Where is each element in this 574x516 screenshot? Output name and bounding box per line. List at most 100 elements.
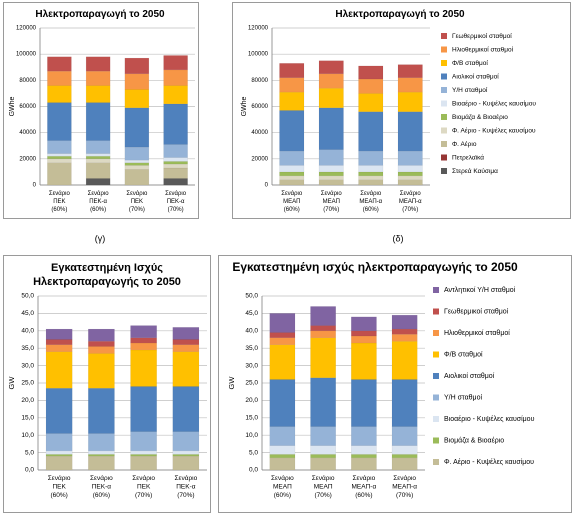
x-tick-label: Σενάριο ΜΕΑΠ-α (60%)	[352, 474, 377, 499]
bar-segment	[310, 325, 337, 332]
bar-segment	[85, 162, 111, 179]
bar-segment	[358, 78, 384, 94]
y-tick-label: 25,0	[245, 380, 258, 387]
bar-segment	[318, 165, 344, 173]
bar-segment	[358, 93, 384, 112]
bar-segment	[391, 445, 418, 455]
legend-swatch	[441, 33, 447, 39]
y-tick-label: 45,0	[21, 310, 34, 317]
bar-segment	[45, 339, 73, 345]
bar-segment	[279, 165, 305, 173]
bar-segment	[310, 306, 337, 326]
y-tick-label: 0	[33, 183, 37, 189]
x-tick-label: Σενάριο ΠΕΚ (70%)	[132, 474, 155, 499]
x-tick-label: Σενάριο ΠΕΚ-α (60%)	[90, 474, 113, 499]
bar-segment	[130, 349, 157, 387]
bar-segment	[88, 454, 115, 457]
bar-segment	[163, 69, 188, 86]
legend-label: Γεωθερμικοί σταθμοί	[444, 307, 509, 315]
bar-segment	[350, 316, 377, 332]
bar-segment	[47, 140, 72, 154]
legend-label: Στερεά Καύσιμα	[452, 167, 498, 175]
legend-swatch	[433, 287, 439, 293]
bar-segment	[318, 179, 344, 186]
bar-segment	[397, 91, 423, 112]
bar-segment	[391, 457, 418, 471]
legend-swatch	[433, 459, 439, 465]
legend-label: Βιομάζα & Βιοαέριο	[444, 436, 504, 444]
bar-segment	[310, 445, 337, 455]
x-tick-label: Σενάριο ΜΕΑΠ (60%)	[271, 474, 294, 499]
x-tick-label: Σενάριο ΠΕΚ-α (60%)	[88, 190, 110, 213]
legend-swatch	[433, 351, 439, 358]
x-tick-label: Σενάριο ΠΕΚ-α (70%)	[175, 474, 198, 499]
bar-segment	[88, 387, 115, 434]
bar-segment	[269, 337, 296, 345]
legend-swatch	[441, 73, 447, 80]
legend-label: Αιολικοί σταθμοί	[452, 72, 499, 80]
bar-segment	[85, 178, 111, 186]
y-tick-label: 60000	[19, 104, 36, 110]
bar-segment	[130, 386, 157, 432]
bar-segment	[397, 64, 423, 78]
bar-segment	[350, 454, 377, 459]
x-tick-label: Σενάριο ΜΕΑΠ-α (70%)	[399, 190, 422, 213]
bar-segment	[172, 327, 200, 340]
y-tick-label: 30,0	[21, 362, 34, 369]
bar-segment	[124, 162, 150, 166]
x-tick-label: Σενάριο ΜΕΑΠ-α (70%)	[392, 474, 417, 499]
legend-label: Βιομάζα & Βιοαέριο	[452, 113, 508, 121]
y-tick-label: 45,0	[245, 310, 258, 317]
bar-segment	[358, 65, 384, 80]
bar-segment	[45, 328, 73, 340]
bar-segment	[391, 454, 418, 459]
bar-segment	[358, 150, 384, 166]
y-tick-label: 0,0	[25, 467, 34, 474]
y-tick-label: 0,0	[249, 467, 258, 474]
bar-segment	[85, 56, 111, 72]
x-tick-label: Σενάριο ΠΕΚ-α (70%)	[165, 190, 187, 213]
bar-segment	[269, 332, 296, 339]
legend-swatch	[441, 87, 447, 93]
bar-segment	[397, 111, 423, 152]
y-axis-label: GW	[227, 376, 236, 390]
chart-title: Ηλεκτροπαραγωγή το 2050	[335, 9, 465, 20]
bar-segment	[124, 169, 150, 186]
legend-label: Βιοαέριο - Κυψέλες καυσίμου	[452, 99, 536, 107]
y-tick-label: 35,0	[21, 345, 34, 352]
bar-segment	[269, 313, 296, 333]
bar-segment	[130, 431, 157, 452]
bar-segment	[45, 351, 73, 389]
bar-segment	[124, 146, 150, 161]
bar-segment	[350, 335, 377, 344]
bar-segment	[318, 60, 344, 75]
bar-segment	[47, 158, 72, 164]
bar-segment	[279, 150, 305, 166]
bar-segment	[397, 171, 423, 177]
bar-segment	[310, 454, 337, 459]
bar-segment	[172, 386, 200, 432]
y-tick-label: 30,0	[245, 362, 258, 369]
bar-segment	[85, 102, 111, 141]
bar-segment	[47, 70, 72, 86]
y-tick-label: 40,0	[245, 328, 258, 335]
x-tick-label: Σενάριο ΜΕΑΠ (70%)	[321, 190, 343, 213]
bar-segment	[130, 342, 157, 351]
legend-swatch	[441, 46, 447, 53]
bar-segment	[85, 155, 111, 160]
legend-swatch	[441, 114, 447, 120]
legend-swatch	[441, 154, 447, 161]
legend-label: Αιολικοί σταθμοί	[444, 372, 495, 380]
bar-segment	[358, 179, 384, 186]
y-tick-label: 20000	[251, 156, 268, 162]
bar-segment	[358, 111, 384, 152]
legend-swatch	[441, 127, 447, 134]
bar-segment	[172, 455, 200, 471]
legend-label: Ηλιοθερμικοί σταθμοί	[452, 45, 514, 53]
bar-segment	[85, 70, 111, 86]
bar-segment	[350, 457, 377, 471]
y-tick-label: 100000	[248, 52, 269, 58]
bar-segment	[88, 433, 115, 452]
bar-segment	[397, 77, 423, 93]
bar-segment	[124, 57, 150, 75]
